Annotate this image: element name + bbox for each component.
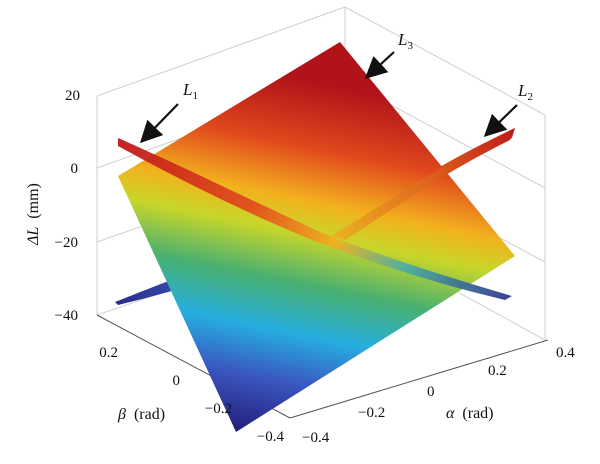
x-axis-label: α (rad) [446,405,494,422]
arrow-L2 [483,104,518,138]
x-axis-ticks: −0.4 −0.2 0 0.2 0.4 [302,345,575,446]
y-tick: −0.4 [257,429,285,445]
surface-group [115,42,515,432]
z-axis-unit: (mm) [25,183,42,219]
z-tick: −20 [55,235,78,251]
surface-L2 [115,128,515,305]
y-axis-label: β (rad) [117,406,165,423]
y-tick: 0 [173,373,181,389]
y-axis-ticks: 0.2 0 −0.2 −0.4 [99,345,284,445]
annotation-L2: L2 [483,81,533,138]
arrow-L3 [364,51,395,79]
z-tick: 0 [71,161,79,177]
annotation-L3: L3 [364,30,413,79]
x-tick: 0 [427,384,435,400]
x-tick: −0.4 [302,430,330,446]
label-L3: L3 [397,30,413,52]
x-tick: 0.2 [488,363,507,379]
x-axis-symbol: α [446,405,455,422]
z-tick: 20 [65,88,80,104]
x-tick: −0.2 [358,405,385,421]
surface-L2-front [330,128,515,240]
z-tick: −40 [55,308,78,324]
arrow-L1 [139,103,179,144]
y-axis-unit: (rad) [134,406,165,423]
x-tick: 0.4 [556,345,575,361]
z-axis-label: ΔL (mm) [25,183,42,246]
y-tick: 0.2 [99,345,118,361]
annotation-L1: L1 [139,80,198,144]
y-axis-symbol: β [117,406,126,423]
z-axis-ticks: 20 0 −20 −40 [55,88,80,324]
x-axis-unit: (rad) [462,405,493,422]
y-tick: −0.2 [205,401,232,417]
label-L2: L2 [517,81,533,103]
z-axis-symbol: ΔL [25,227,42,246]
label-L1: L1 [182,80,198,102]
